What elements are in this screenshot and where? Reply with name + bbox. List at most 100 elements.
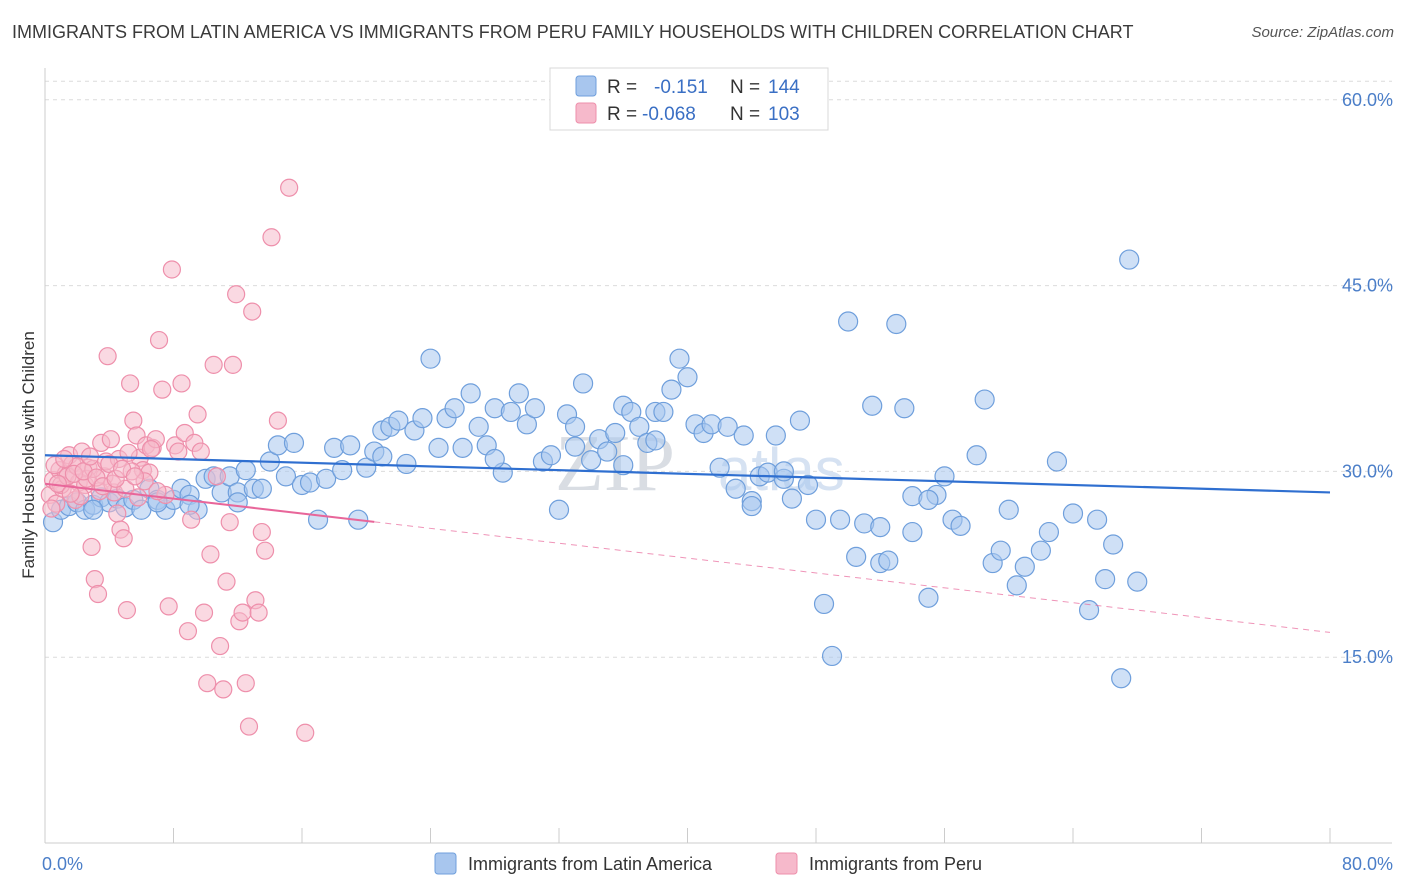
point-latin-america (629, 416, 650, 437)
point-latin-america (372, 446, 393, 467)
bottom-legend-label-2: Immigrants from Peru (809, 854, 982, 874)
point-latin-america (605, 422, 626, 444)
point-latin-america (813, 593, 835, 615)
point-peru (121, 374, 140, 393)
point-latin-america (1119, 249, 1140, 270)
point-peru (42, 499, 61, 518)
point-peru (159, 597, 178, 616)
legend-n-value-2: 103 (768, 104, 800, 125)
point-latin-america (564, 416, 586, 437)
x-tick-label: 80.0% (1342, 854, 1393, 874)
point-latin-america (235, 460, 256, 481)
point-latin-america (396, 453, 417, 475)
y-tick-label: 60.0% (1342, 90, 1393, 110)
point-latin-america (283, 432, 305, 453)
legend: R = -0.151 N = 144 R = -0.068 N = 103 (549, 67, 829, 131)
point-latin-america (1111, 668, 1132, 689)
point-peru (227, 285, 246, 304)
point-peru (114, 529, 133, 548)
point-peru (117, 601, 137, 620)
point-peru (178, 622, 198, 641)
point-peru (280, 178, 299, 197)
point-latin-america (275, 466, 297, 487)
x-tick-label: 0.0% (42, 854, 83, 874)
point-peru (61, 484, 80, 503)
point-latin-america (484, 448, 505, 470)
point-latin-america (966, 445, 987, 466)
point-latin-america (998, 499, 1019, 520)
point-latin-america (332, 460, 353, 481)
point-latin-america (1095, 569, 1116, 590)
legend-r-value-2: -0.068 (642, 104, 696, 125)
point-peru (153, 380, 172, 399)
point-latin-america (1006, 575, 1027, 596)
point-peru (188, 405, 207, 424)
legend-n-label-2: N = (730, 104, 760, 125)
point-latin-america (838, 311, 859, 332)
point-latin-america (725, 478, 746, 499)
legend-swatch-blue (575, 75, 597, 97)
point-latin-america (773, 461, 794, 482)
point-peru (268, 411, 288, 430)
point-latin-america (613, 455, 634, 476)
point-latin-america (717, 416, 738, 437)
point-peru (194, 603, 214, 622)
point-latin-america (902, 521, 923, 543)
point-latin-america (307, 509, 329, 530)
point-peru (88, 584, 108, 604)
point-latin-america (1127, 571, 1148, 592)
point-peru (182, 510, 201, 529)
point-latin-america (500, 401, 521, 423)
point-latin-america (83, 499, 104, 520)
point-peru (198, 674, 217, 693)
point-peru (249, 603, 268, 622)
point-latin-america (1086, 509, 1108, 530)
legend-r-label-1: R = (607, 77, 637, 98)
point-peru (207, 467, 226, 486)
point-latin-america (315, 468, 337, 489)
point-latin-america (918, 587, 939, 608)
point-peru (262, 228, 281, 247)
point-peru (223, 355, 243, 374)
point-latin-america (540, 445, 562, 466)
bottom-legend-swatch-blue (434, 852, 457, 875)
point-latin-america (1046, 451, 1068, 472)
point-latin-america (572, 373, 594, 394)
point-peru (169, 442, 188, 461)
legend-n-label-1: N = (730, 77, 760, 98)
point-peru (101, 430, 120, 449)
point-latin-america (564, 436, 586, 457)
point-peru (214, 680, 233, 699)
legend-n-value-1: 144 (768, 77, 800, 98)
point-latin-america (1078, 600, 1100, 621)
point-latin-america (645, 430, 666, 451)
point-latin-america (846, 546, 867, 567)
legend-r-label-2: R = (607, 104, 637, 125)
point-latin-america (508, 383, 529, 404)
point-latin-america (918, 489, 939, 510)
point-latin-america (1014, 556, 1035, 577)
point-latin-america (829, 509, 851, 530)
point-latin-america (1030, 540, 1051, 561)
point-peru (129, 488, 148, 507)
point-latin-america (805, 509, 827, 530)
point-peru (82, 537, 101, 557)
point-latin-america (990, 540, 1011, 561)
bottom-legend: Immigrants from Latin America Immigrants… (434, 852, 982, 875)
point-latin-america (894, 398, 915, 419)
point-latin-america (356, 457, 377, 478)
y-axis-title: Family Households with Children (19, 331, 38, 579)
bottom-legend-swatch-pink (775, 852, 798, 875)
point-latin-america (548, 499, 570, 520)
source-label: Source: ZipAtlas.com (1251, 24, 1394, 41)
chart-title: IMMIGRANTS FROM LATIN AMERICA VS IMMIGRA… (12, 22, 1134, 42)
point-latin-america (227, 492, 248, 513)
grid-lines (45, 80, 1392, 658)
point-latin-america (870, 517, 891, 538)
bottom-legend-label-1: Immigrants from Latin America (468, 854, 713, 874)
point-peru (98, 347, 117, 366)
trend-line-peru-dashed (374, 521, 1331, 633)
point-latin-america (789, 410, 811, 431)
point-latin-america (821, 645, 843, 667)
